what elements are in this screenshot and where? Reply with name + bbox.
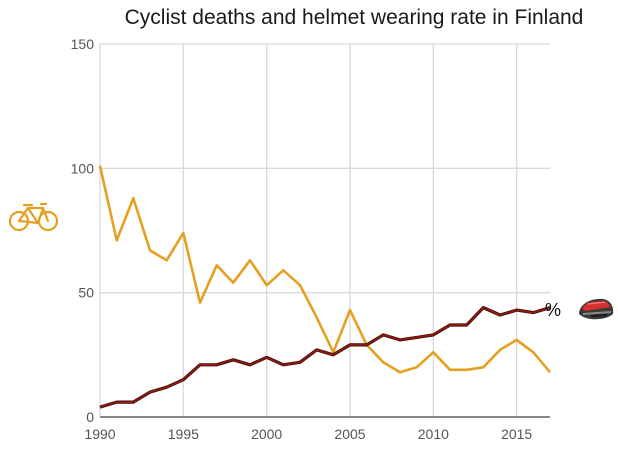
cyclist-deaths-line [98, 165, 551, 374]
tick-layer: 0 50 100 150 1990 1995 2000 2005 2010 2015 [71, 36, 533, 442]
bicycle-icon [8, 202, 59, 232]
x-tick-label: 1990 [84, 426, 115, 442]
y-tick-label: 50 [78, 285, 94, 301]
x-tick-label: 1995 [168, 426, 199, 442]
chart-title: Cyclist deaths and helmet wearing rate i… [124, 6, 584, 29]
x-tick-label: 2010 [418, 426, 449, 442]
helmet-icon [579, 298, 614, 320]
x-tick-label: 2000 [251, 426, 282, 442]
series-layer [98, 165, 551, 409]
x-tick-label: 2015 [501, 426, 532, 442]
y-tick-label: 0 [86, 409, 94, 425]
grid-layer [99, 43, 550, 418]
y-tick-label: 100 [71, 160, 95, 176]
y-tick-label: 150 [71, 36, 95, 52]
helmet-rate-line [99, 306, 551, 408]
helmet-series-unit-label: % [545, 300, 561, 320]
x-tick-label: 2005 [334, 426, 365, 442]
helmet-rate-line-outline [99, 306, 551, 409]
